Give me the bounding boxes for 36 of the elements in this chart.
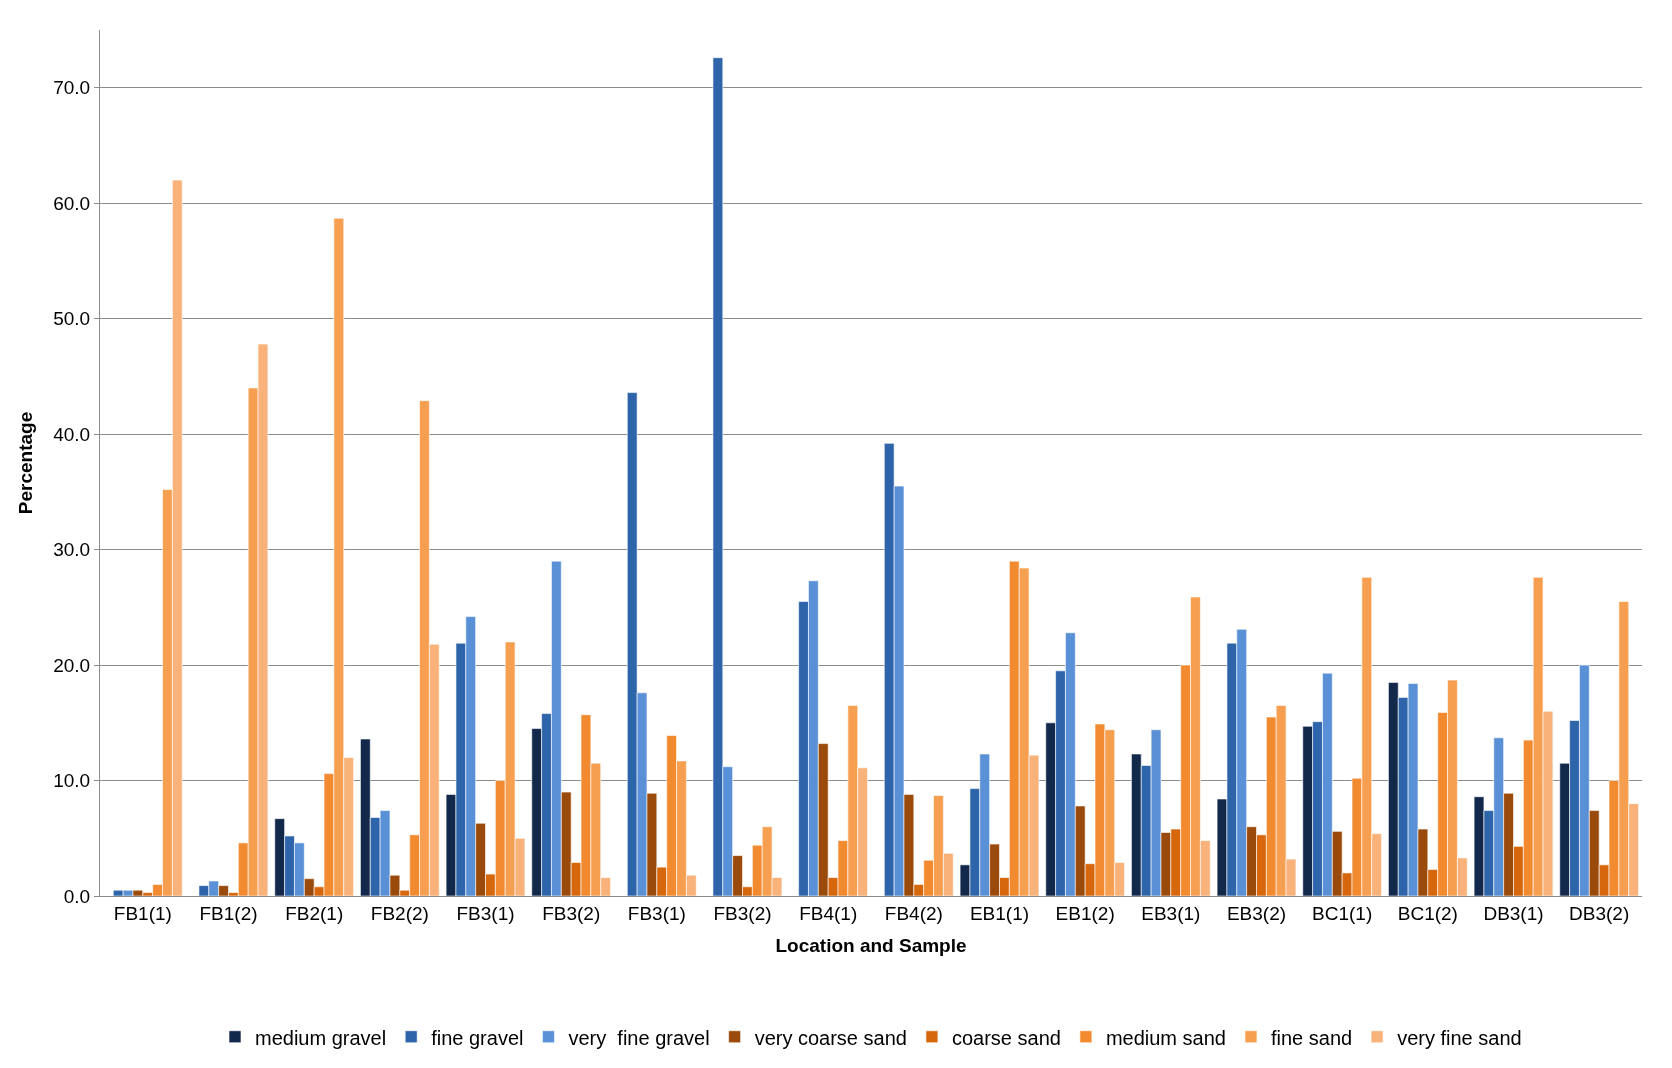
x-tick-label: FB2(2) (370, 902, 429, 924)
legend-label: medium gravel (255, 1026, 387, 1049)
x-tick-label: EB3(2) (1226, 902, 1287, 924)
x-axis-title: Location and Sample (775, 934, 967, 956)
y-tick-label: 50.0 (53, 308, 91, 330)
y-tick-label: 30.0 (53, 539, 91, 561)
x-tick-label: BC1(2) (1397, 902, 1458, 924)
x-tick-label: EB1(1) (969, 902, 1030, 924)
x-tick-label: FB4(2) (884, 902, 943, 924)
x-tick-label: FB3(1) (627, 902, 686, 924)
y-tick-label: 60.0 (53, 192, 91, 214)
x-tick-label: EB3(1) (1141, 902, 1201, 924)
legend-label: fine gravel (431, 1026, 524, 1049)
y-tick-label: 40.0 (53, 423, 91, 445)
x-tick-label: EB1(2) (1055, 902, 1115, 924)
x-tick-label: FB3(2) (713, 902, 772, 924)
y-axis-title: Percentage (15, 411, 37, 515)
y-tick-label: 70.0 (53, 77, 91, 99)
y-tick-label: 0.0 (63, 885, 91, 907)
legend-label: very fine sand (1397, 1026, 1522, 1049)
x-tick-label: DB3(1) (1483, 902, 1544, 924)
y-tick-label: 10.0 (53, 770, 91, 792)
x-tick-label: FB3(1) (456, 902, 515, 924)
x-tick-label: FB3(2) (542, 902, 601, 924)
x-tick-label: FB1(1) (113, 902, 172, 924)
y-tick-label: 20.0 (53, 654, 91, 676)
legend-label: coarse sand (951, 1026, 1061, 1049)
x-tick-label: FB2(1) (285, 902, 344, 924)
x-tick-label: BC1(1) (1312, 902, 1373, 924)
x-tick-label: FB1(2) (199, 902, 258, 924)
legend-label: very coarse sand (754, 1026, 907, 1049)
x-tick-label: FB4(1) (799, 902, 858, 924)
legend-label: fine sand (1270, 1026, 1353, 1049)
x-tick-label: DB3(2) (1569, 902, 1630, 924)
legend-label: medium sand (1105, 1026, 1226, 1049)
legend-label: very fine gravel (568, 1026, 710, 1049)
